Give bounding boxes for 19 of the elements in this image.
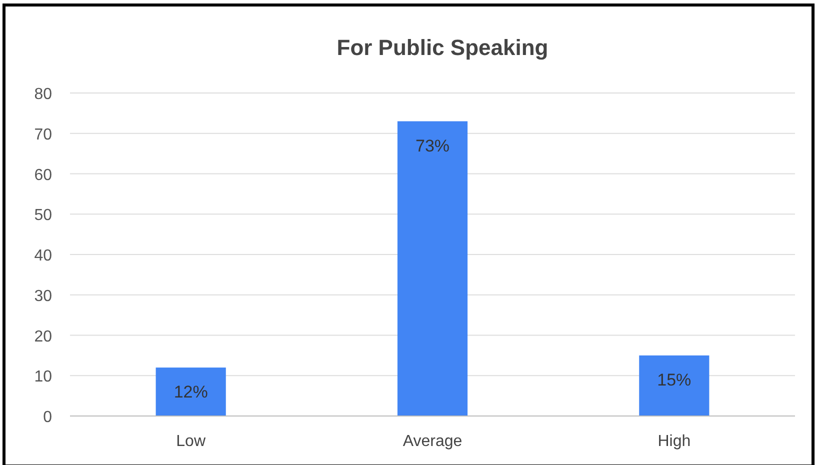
bar (397, 121, 468, 416)
chart-title: For Public Speaking (336, 35, 548, 60)
y-tick-label: 10 (34, 368, 52, 386)
y-tick-label: 80 (34, 86, 52, 103)
y-tick-label: 60 (34, 166, 52, 184)
x-tick-label: Average (402, 433, 462, 450)
y-tick-label: 20 (34, 328, 52, 346)
y-tick-label: 0 (43, 409, 52, 426)
x-tick-label: High (658, 433, 691, 450)
y-tick-label: 70 (34, 126, 52, 144)
bar (639, 355, 710, 416)
data-label: 12% (174, 382, 208, 402)
y-tick-label: 40 (34, 248, 52, 264)
data-label: 73% (415, 136, 450, 156)
y-tick-label: 30 (34, 288, 52, 305)
bar (156, 368, 226, 416)
data-label: 15% (657, 370, 692, 390)
y-tick-label: 50 (34, 207, 52, 224)
x-tick-label: Low (176, 433, 206, 450)
